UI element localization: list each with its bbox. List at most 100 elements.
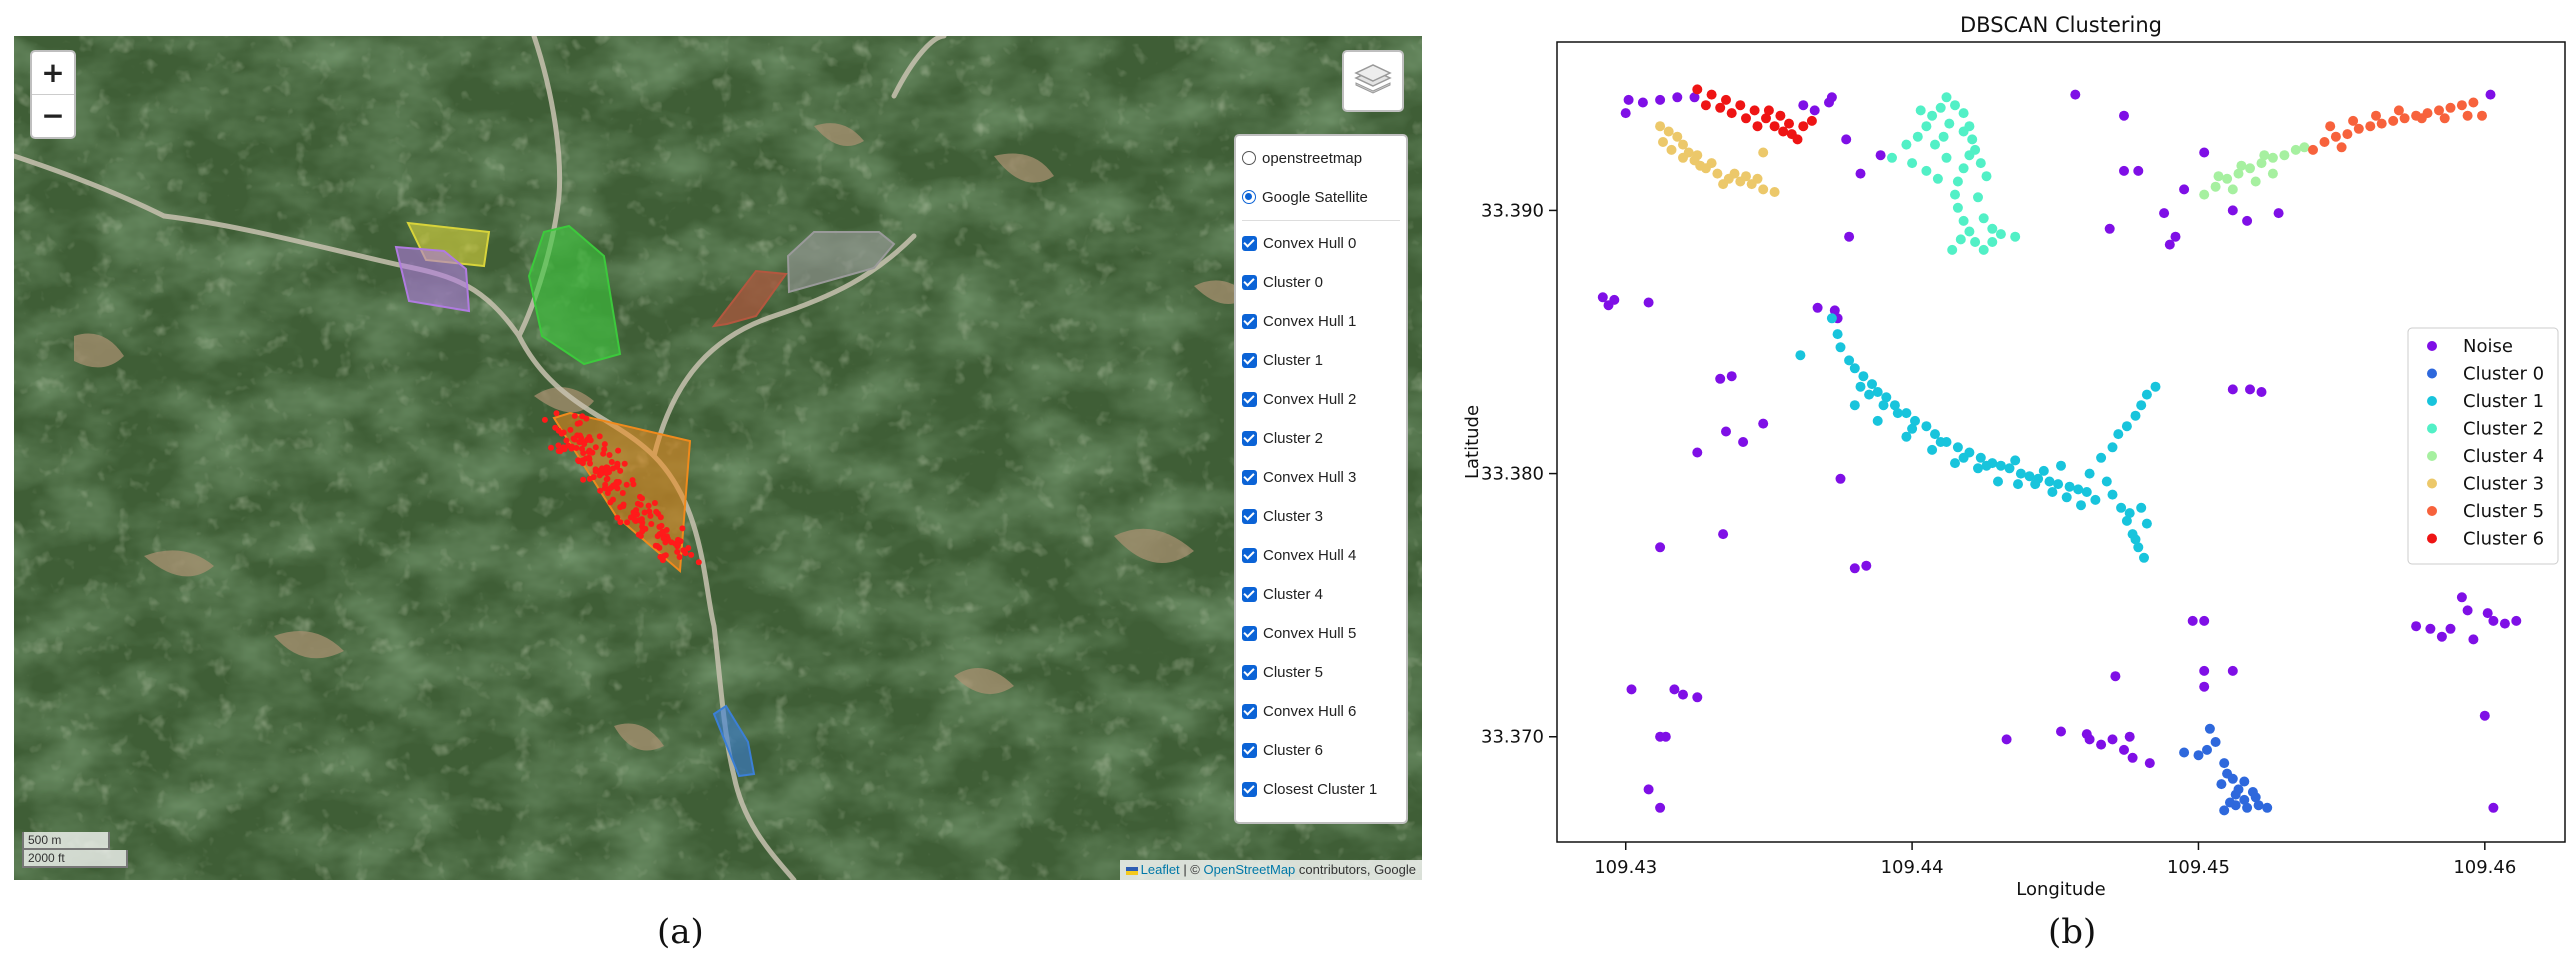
data-point [2416, 113, 2427, 124]
data-point [2482, 608, 2493, 619]
series-noise [1597, 89, 2522, 813]
data-point [2330, 131, 2341, 142]
data-point [1867, 379, 1877, 390]
data-point [2219, 758, 2230, 769]
data-point [1978, 244, 1989, 255]
osm-link[interactable]: OpenStreetMap [1203, 862, 1296, 877]
map-point [679, 525, 686, 532]
map-point [601, 441, 608, 448]
overlay-checkbox[interactable] [1242, 313, 1257, 329]
radio-google-satellite[interactable] [1242, 190, 1256, 204]
legend-marker [2427, 368, 2437, 379]
zoom-in-button[interactable]: + [41, 56, 65, 89]
data-point [1735, 100, 1746, 111]
map-point [579, 460, 586, 467]
map-point [639, 495, 645, 502]
map-point [617, 519, 624, 526]
overlay-item[interactable]: Convex Hull 0 [1242, 231, 1356, 255]
data-point [2136, 400, 2147, 411]
data-point [1738, 437, 1749, 447]
legend-marker [2427, 506, 2437, 516]
data-point [2081, 729, 2092, 740]
data-point [1721, 426, 1731, 437]
base-layer-openstreetmap[interactable]: openstreetmap [1242, 146, 1362, 170]
data-point [1878, 400, 1889, 411]
overlay-item[interactable]: Convex Hull 6 [1242, 699, 1356, 723]
overlay-item[interactable]: Cluster 6 [1242, 738, 1323, 762]
data-point [1692, 447, 1703, 458]
overlay-checkbox[interactable] [1242, 391, 1257, 407]
overlay-checkbox[interactable] [1242, 586, 1257, 602]
overlay-checkbox[interactable] [1242, 703, 1257, 719]
overlay-item[interactable]: Cluster 5 [1242, 660, 1323, 684]
data-point [1663, 126, 1674, 137]
data-point [1993, 476, 2003, 487]
overlay-checkbox[interactable] [1242, 625, 1257, 641]
zoom-out-button[interactable]: − [32, 94, 74, 137]
data-point [2511, 615, 2522, 626]
data-point [1769, 187, 1780, 197]
y-tick-label: 33.370 [1481, 727, 1544, 748]
data-point [2256, 387, 2267, 397]
map-point [624, 519, 631, 526]
data-point [2133, 542, 2144, 553]
data-point [1958, 452, 1969, 463]
data-point [2348, 115, 2359, 126]
overlay-checkbox[interactable] [1242, 742, 1257, 758]
map-point [581, 441, 588, 447]
overlay-checkbox[interactable] [1242, 508, 1257, 524]
overlay-checkbox[interactable] [1242, 781, 1257, 797]
leaflet-link[interactable]: Leaflet [1140, 862, 1180, 877]
overlay-checkbox[interactable] [1242, 430, 1257, 446]
overlay-item[interactable]: Cluster 3 [1242, 504, 1323, 528]
base-layer-google-satellite[interactable]: Google Satellite [1242, 185, 1368, 209]
overlay-item[interactable]: Cluster 1 [1242, 348, 1323, 372]
overlay-item[interactable]: Cluster 4 [1242, 582, 1323, 606]
data-point [2353, 123, 2364, 134]
data-point [2462, 110, 2473, 121]
radio-openstreetmap[interactable] [1242, 151, 1256, 165]
overlay-item[interactable]: Convex Hull 4 [1242, 543, 1356, 567]
data-point [1678, 139, 1688, 150]
data-point [2411, 621, 2422, 632]
overlay-item[interactable]: Convex Hull 2 [1242, 387, 1356, 411]
overlay-checkbox[interactable] [1242, 235, 1257, 251]
overlay-checkbox[interactable] [1242, 352, 1257, 368]
overlay-label: Cluster 6 [1263, 741, 1324, 759]
overlay-checkbox[interactable] [1242, 664, 1257, 680]
overlay-item[interactable]: Convex Hull 5 [1242, 621, 1356, 645]
map-point [597, 467, 604, 474]
data-point [2130, 410, 2141, 421]
data-point [2239, 794, 2250, 805]
overlay-item[interactable]: Cluster 0 [1242, 270, 1323, 294]
map-point [589, 449, 596, 456]
data-point [2262, 802, 2273, 813]
data-point [1712, 168, 1723, 179]
data-point [2477, 110, 2487, 121]
overlay-checkbox[interactable] [1242, 469, 1257, 485]
data-point [1944, 118, 1955, 129]
map-point [548, 444, 554, 451]
data-point [2159, 208, 2170, 219]
plot-frame [1556, 41, 2566, 843]
data-point [2124, 508, 2135, 519]
data-point [1935, 102, 1946, 113]
satellite-map[interactable] [14, 36, 1422, 880]
overlay-item[interactable]: Cluster 2 [1242, 426, 1323, 450]
series-cluster-3 [1655, 121, 1780, 197]
data-point [2456, 100, 2467, 111]
overlay-checkbox[interactable] [1242, 547, 1257, 563]
overlay-item[interactable]: Closest Cluster 1 [1242, 777, 1377, 801]
layers-toggle-button[interactable] [1342, 50, 1404, 112]
overlay-item[interactable]: Convex Hull 3 [1242, 465, 1356, 489]
map-point [638, 516, 645, 523]
overlay-checkbox[interactable] [1242, 274, 1257, 290]
map-panel[interactable]: + − openstreetmap Google Satellite Conve… [14, 36, 1422, 880]
map-point [619, 490, 626, 496]
data-point [2267, 152, 2278, 163]
overlay-item[interactable]: Convex Hull 1 [1242, 309, 1356, 333]
data-point [2053, 479, 2064, 490]
data-point [2225, 797, 2235, 808]
data-point [1806, 115, 1817, 126]
data-point [1849, 363, 1860, 374]
